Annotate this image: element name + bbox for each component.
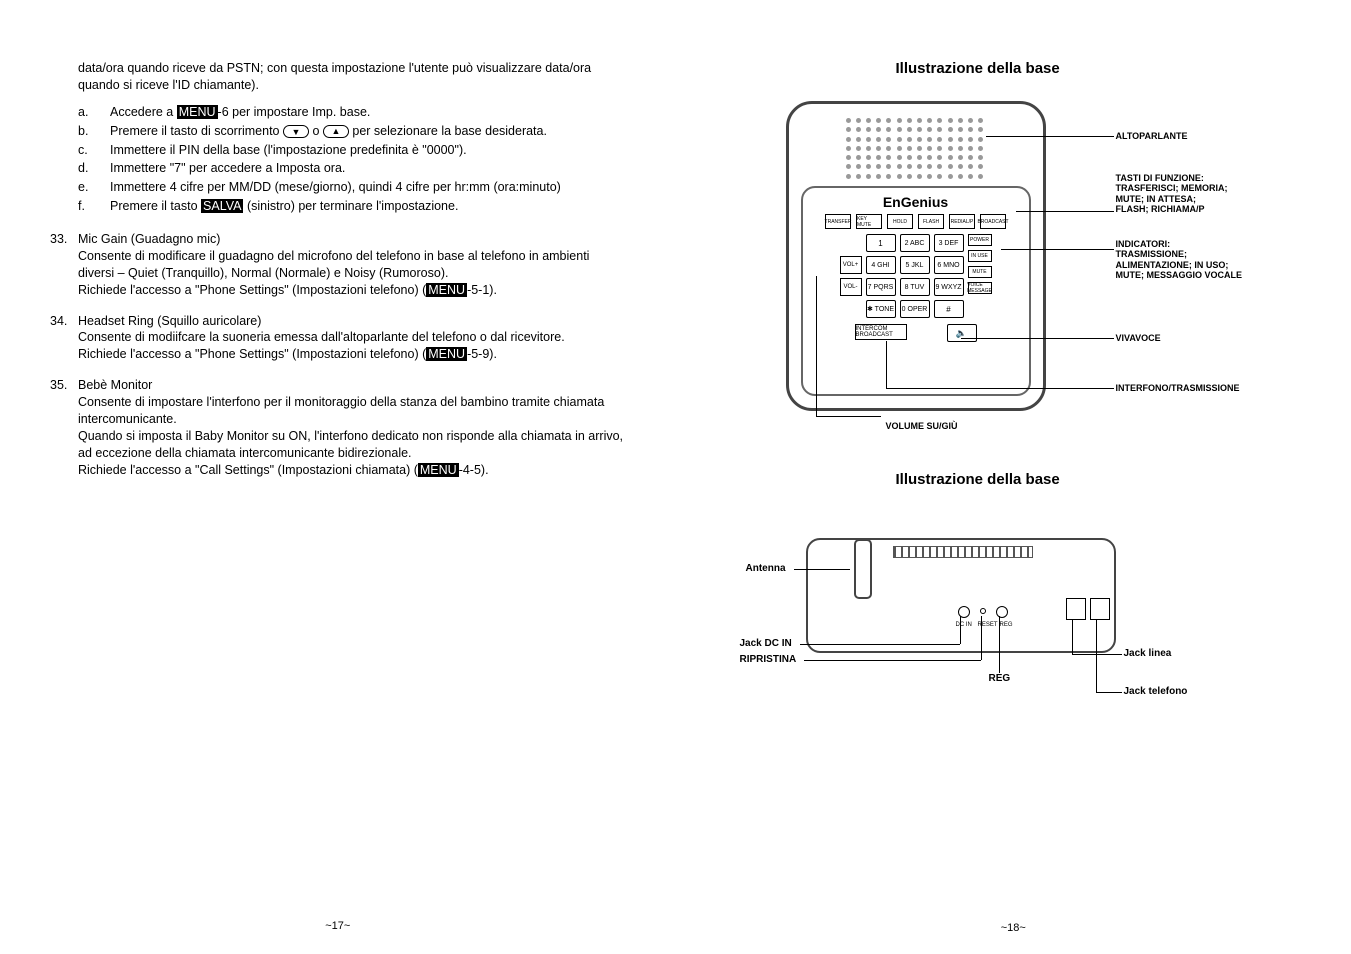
- item-35-p3: Richiede l'accesso a "Call Settings" (Im…: [78, 462, 626, 479]
- callout-handsfree: VIVAVOCE: [1116, 333, 1161, 343]
- callout-intercom: INTERFONO/TRASMISSIONE: [1116, 383, 1240, 393]
- reset-hole-icon: [980, 608, 986, 614]
- step-list: a. Accedere a MENU-6 per impostare Imp. …: [50, 104, 626, 217]
- callout-volume: VOLUME SU/GIÙ: [886, 421, 958, 431]
- item-33-p1: Consente di modificare il guadagno del m…: [78, 248, 626, 282]
- page-number-18: ~18~: [676, 922, 1351, 934]
- key-8: 8 TUV: [900, 278, 930, 296]
- fn-hold: HOLD: [887, 214, 913, 229]
- led-inuse: IN USE: [968, 250, 992, 262]
- led-voice: VOICE MESSAGE: [968, 282, 992, 294]
- label-phone: Jack telefono: [1124, 686, 1188, 697]
- speaker-grille: [846, 118, 986, 180]
- page-17: data/ora quando riceve da PSTN; con ques…: [0, 0, 676, 954]
- keypad-area: VOL+ VOL- 1 4 GHI 7 PQRS ✱ TONE 2 ABC 5 …: [803, 234, 1029, 342]
- intro-para: data/ora quando riceve da PSTN; con ques…: [50, 60, 626, 94]
- label-dcin: Jack DC IN: [740, 638, 792, 649]
- scroll-down-icon: ▼: [283, 125, 309, 138]
- phone-jack-icon: [1090, 598, 1110, 620]
- label-antenna: Antenna: [746, 563, 786, 574]
- vol-down: VOL-: [840, 278, 862, 296]
- key-2: 2 ABC: [900, 234, 930, 252]
- key-hash: #: [934, 300, 964, 318]
- item-33: 33. Mic Gain (Guadagno mic) Consente di …: [50, 231, 626, 299]
- key-5: 5 JKL: [900, 256, 930, 274]
- base-back-diagram: DC IN RESET REG Antenna Jack DC IN RIPRI…: [746, 508, 1302, 718]
- side-col-left: VOL+ VOL-: [840, 234, 862, 318]
- label-reg: REG: [989, 673, 1011, 684]
- item-33-p2: Richiede l'accesso a "Phone Settings" (I…: [78, 282, 626, 299]
- inner-panel: EnGenius TRANSFER KEY MUTE HOLD FLASH RE…: [801, 186, 1031, 396]
- key-7: 7 PQRS: [866, 278, 896, 296]
- fn-redial: REDIAL/P: [949, 214, 975, 229]
- label-reset: RIPRISTINA: [740, 654, 797, 665]
- item-35-p2: Quando si imposta il Baby Monitor su ON,…: [78, 428, 626, 462]
- key-6: 6 MNO: [934, 256, 964, 274]
- base-illustration-title: Illustrazione della base: [896, 60, 1302, 77]
- vol-up: VOL+: [840, 256, 862, 274]
- item-34-title: Headset Ring (Squillo auricolare): [78, 313, 626, 330]
- item-34-p2: Richiede l'accesso a "Phone Settings" (I…: [78, 346, 626, 363]
- key-star: ✱ TONE: [866, 300, 896, 318]
- line-jack-icon: [1066, 598, 1086, 620]
- label-line: Jack linea: [1124, 648, 1172, 659]
- speaker-btn: 🔈: [947, 324, 977, 342]
- page-number-17: ~17~: [0, 919, 676, 934]
- base-device-outline: EnGenius TRANSFER KEY MUTE HOLD FLASH RE…: [786, 101, 1046, 411]
- callout-leds: INDICATORI: TRASMISSIONE; ALIMENTAZIONE;…: [1116, 239, 1243, 280]
- key-4: 4 GHI: [866, 256, 896, 274]
- item-34: 34. Headset Ring (Squillo auricolare) Co…: [50, 313, 626, 364]
- item-35-title: Bebè Monitor: [78, 377, 626, 394]
- step-b: b. Premere il tasto di scorrimento ▼ o ▲…: [78, 123, 626, 140]
- step-d: d. Immettere "7" per accedere a Imposta …: [78, 160, 626, 177]
- step-f: f. Premere il tasto SALVA (sinistro) per…: [78, 198, 626, 215]
- key-0: 0 OPER: [900, 300, 930, 318]
- page-18: Illustrazione della base EnGenius TRANSF…: [676, 0, 1351, 954]
- antenna-icon: [854, 539, 872, 599]
- item-35-p1: Consente di impostare l'interfono per il…: [78, 394, 626, 428]
- scroll-up-icon: ▲: [323, 125, 349, 138]
- menu-tag: MENU: [177, 105, 218, 119]
- brand-label: EnGenius: [803, 194, 1029, 210]
- item-33-title: Mic Gain (Guadagno mic): [78, 231, 626, 248]
- base-front-diagram: EnGenius TRANSFER KEY MUTE HOLD FLASH RE…: [786, 101, 1302, 411]
- led-power: POWER: [968, 234, 992, 246]
- function-keys-row: TRANSFER KEY MUTE HOLD FLASH REDIAL/P BR…: [803, 214, 1029, 229]
- step-c: c. Immettere il PIN della base (l'impost…: [78, 142, 626, 159]
- item-35: 35. Bebè Monitor Consente di impostare l…: [50, 377, 626, 478]
- base-back-outline: DC IN RESET REG: [806, 538, 1116, 653]
- fn-flash: FLASH: [918, 214, 944, 229]
- base-back-title: Illustrazione della base: [896, 471, 1302, 488]
- led-mute: MUTE: [968, 266, 992, 278]
- step-a: a. Accedere a MENU-6 per impostare Imp. …: [78, 104, 626, 121]
- callout-speaker: ALTOPARLANTE: [1116, 131, 1188, 141]
- fn-transfer: TRANSFER: [825, 214, 851, 229]
- fn-broadcast: BROADCAST: [980, 214, 1006, 229]
- salva-tag: SALVA: [201, 199, 243, 213]
- reg-led-icon: [996, 606, 1008, 618]
- item-34-p1: Consente di modiifcare la suoneria emess…: [78, 329, 626, 346]
- intercom-broadcast-btn: INTERCOM BROADCAST: [855, 324, 907, 340]
- key-9: 9 WXYZ: [934, 278, 964, 296]
- callout-fnkeys: TASTI DI FUNZIONE: TRASFERISCI; MEMORIA;…: [1116, 173, 1228, 214]
- step-e: e. Immettere 4 cifre per MM/DD (mese/gio…: [78, 179, 626, 196]
- fn-keymute: KEY MUTE: [856, 214, 882, 229]
- key-3: 3 DEF: [934, 234, 964, 252]
- key-1: 1: [866, 234, 896, 252]
- vent-strip: [893, 546, 1033, 558]
- led-col: POWER IN USE MUTE VOICE MESSAGE: [968, 234, 992, 318]
